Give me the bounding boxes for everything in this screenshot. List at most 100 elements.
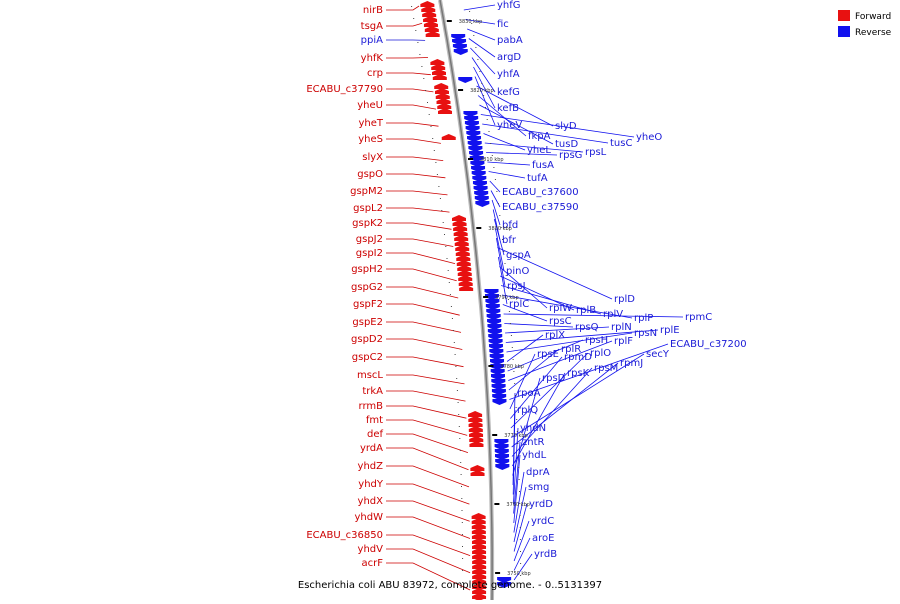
gene-label-fic: fic <box>497 19 509 30</box>
track-dot <box>512 347 513 348</box>
scale-tick-label: 3820 kbp <box>470 88 494 94</box>
track-dot <box>460 450 461 451</box>
track-dot <box>469 11 470 12</box>
scale-tick-mark <box>488 365 493 367</box>
connector-gsph2 <box>386 269 457 281</box>
gene-label-trka: trkA <box>362 386 383 397</box>
gene-label-rpsn: rpsN <box>634 328 657 339</box>
track-dot <box>517 431 518 432</box>
track-dot <box>460 462 461 463</box>
track-dot <box>440 198 441 199</box>
connector-gspd2 <box>386 339 462 350</box>
legend-reverse-label: Reverse <box>855 28 892 38</box>
track-dot <box>415 30 416 31</box>
track-dot <box>459 438 460 439</box>
track-dot <box>461 498 462 499</box>
gene-label-ecabu-c36850: ECABU_c36850 <box>306 530 383 541</box>
track-dot <box>447 258 448 259</box>
connector-yrda <box>386 448 469 470</box>
track-dot <box>518 467 519 468</box>
gene-label-yrdd: yrdD <box>529 499 553 510</box>
gene-label-paba: pabA <box>497 35 523 46</box>
connector-ecabu-c37590 <box>491 191 500 208</box>
gene-label-rplb: rplB <box>576 305 596 316</box>
scale-tick-label: 3780 kbp <box>500 364 524 370</box>
track-dot <box>495 179 496 180</box>
scale-tick-mark <box>492 434 497 436</box>
gene-label-rple: rplE <box>660 325 680 336</box>
track-dot <box>483 95 484 96</box>
connector-yhet <box>386 123 439 126</box>
gene-label-ecabu-c37600: ECABU_c37600 <box>502 187 579 198</box>
gene-label-yhet: yheT <box>358 118 383 129</box>
gene-label-tusd: tusD <box>555 139 578 150</box>
connector-yhes <box>386 139 441 143</box>
track-dot <box>520 539 521 540</box>
track-dot <box>481 83 482 84</box>
track-dot <box>462 534 463 535</box>
track-dot <box>450 294 451 295</box>
legend: Forward Reverse <box>838 10 892 38</box>
connector-ecabu-c36850 <box>386 535 470 556</box>
track-dot <box>519 479 520 480</box>
track-dot <box>461 474 462 475</box>
gene-label-yrdc: yrdC <box>531 516 554 527</box>
connector-yhfk <box>386 58 428 59</box>
gene-label-rplp: rplP <box>634 313 653 324</box>
connector-yheu <box>386 105 436 109</box>
scale-tick-label: 3770 kbp <box>504 433 528 439</box>
gene-label-fmt: fmt <box>366 415 383 426</box>
track-dot <box>520 551 521 552</box>
scale-tick-mark <box>483 296 488 298</box>
reverse-gene-arrow <box>475 201 489 207</box>
gene-label-dpra: dprA <box>526 467 550 478</box>
legend-forward-swatch <box>838 10 850 21</box>
track-dot <box>457 390 458 391</box>
gene-label-yhdl: yhdL <box>522 450 547 461</box>
scale-tick-label: 3790 kbp <box>495 295 519 301</box>
track-dot <box>489 131 490 132</box>
track-dot <box>496 191 497 192</box>
track-dot <box>443 222 444 223</box>
gene-label-yhdx: yhdX <box>358 496 384 507</box>
connector-paba <box>467 29 495 40</box>
gene-label-yhel: yheL <box>527 145 551 156</box>
reverse-gene-arrow <box>495 464 509 470</box>
gene-label-yhev: yheV <box>497 120 522 131</box>
scale-tick-mark <box>468 158 473 160</box>
track-dot <box>520 527 521 528</box>
track-dot <box>432 138 433 139</box>
connector-gspm2 <box>386 191 448 195</box>
gene-label-tufa: tufA <box>527 173 548 184</box>
track-dot <box>454 342 455 343</box>
track-dot <box>513 371 514 372</box>
gene-label-rpsj: rpsJ <box>507 281 526 292</box>
gene-label-gspa: gspA <box>506 250 531 261</box>
gene-labels: nirBtsgAppiAyhfKcrpECABU_c37790yheUyheTy… <box>306 0 746 569</box>
gene-label-yheu: yheU <box>357 100 383 111</box>
connector-slyx <box>386 157 443 161</box>
track-dot <box>438 186 439 187</box>
gene-label-ecabu-c37590: ECABU_c37590 <box>502 202 579 213</box>
track-dot <box>493 167 494 168</box>
gene-label-yhdv: yhdV <box>358 544 384 555</box>
gene-label-tusc: tusC <box>610 138 632 149</box>
gene-label-secy: secY <box>646 349 670 360</box>
connector-gspg2 <box>386 287 458 298</box>
gene-label-ecabu-c37790: ECABU_c37790 <box>306 84 383 95</box>
forward-gene-arrow <box>430 59 444 65</box>
connector-argd <box>469 39 495 58</box>
connector-ecabu-c37790 <box>386 89 433 92</box>
gene-label-tsga: tsgA <box>361 21 383 32</box>
gene-label-yheo: yheO <box>636 132 662 143</box>
gene-label-rpsh: rpsH <box>585 335 608 346</box>
track-dot <box>441 210 442 211</box>
track-dot <box>451 306 452 307</box>
track-dot <box>475 47 476 48</box>
connector-tufa <box>489 172 525 179</box>
connector-gspe2 <box>386 322 461 332</box>
gene-label-ecabu-c37200: ECABU_c37200 <box>670 339 747 350</box>
gene-label-smg: smg <box>528 482 549 493</box>
track-dot <box>473 35 474 36</box>
gene-label-gspm2: gspM2 <box>350 186 383 197</box>
